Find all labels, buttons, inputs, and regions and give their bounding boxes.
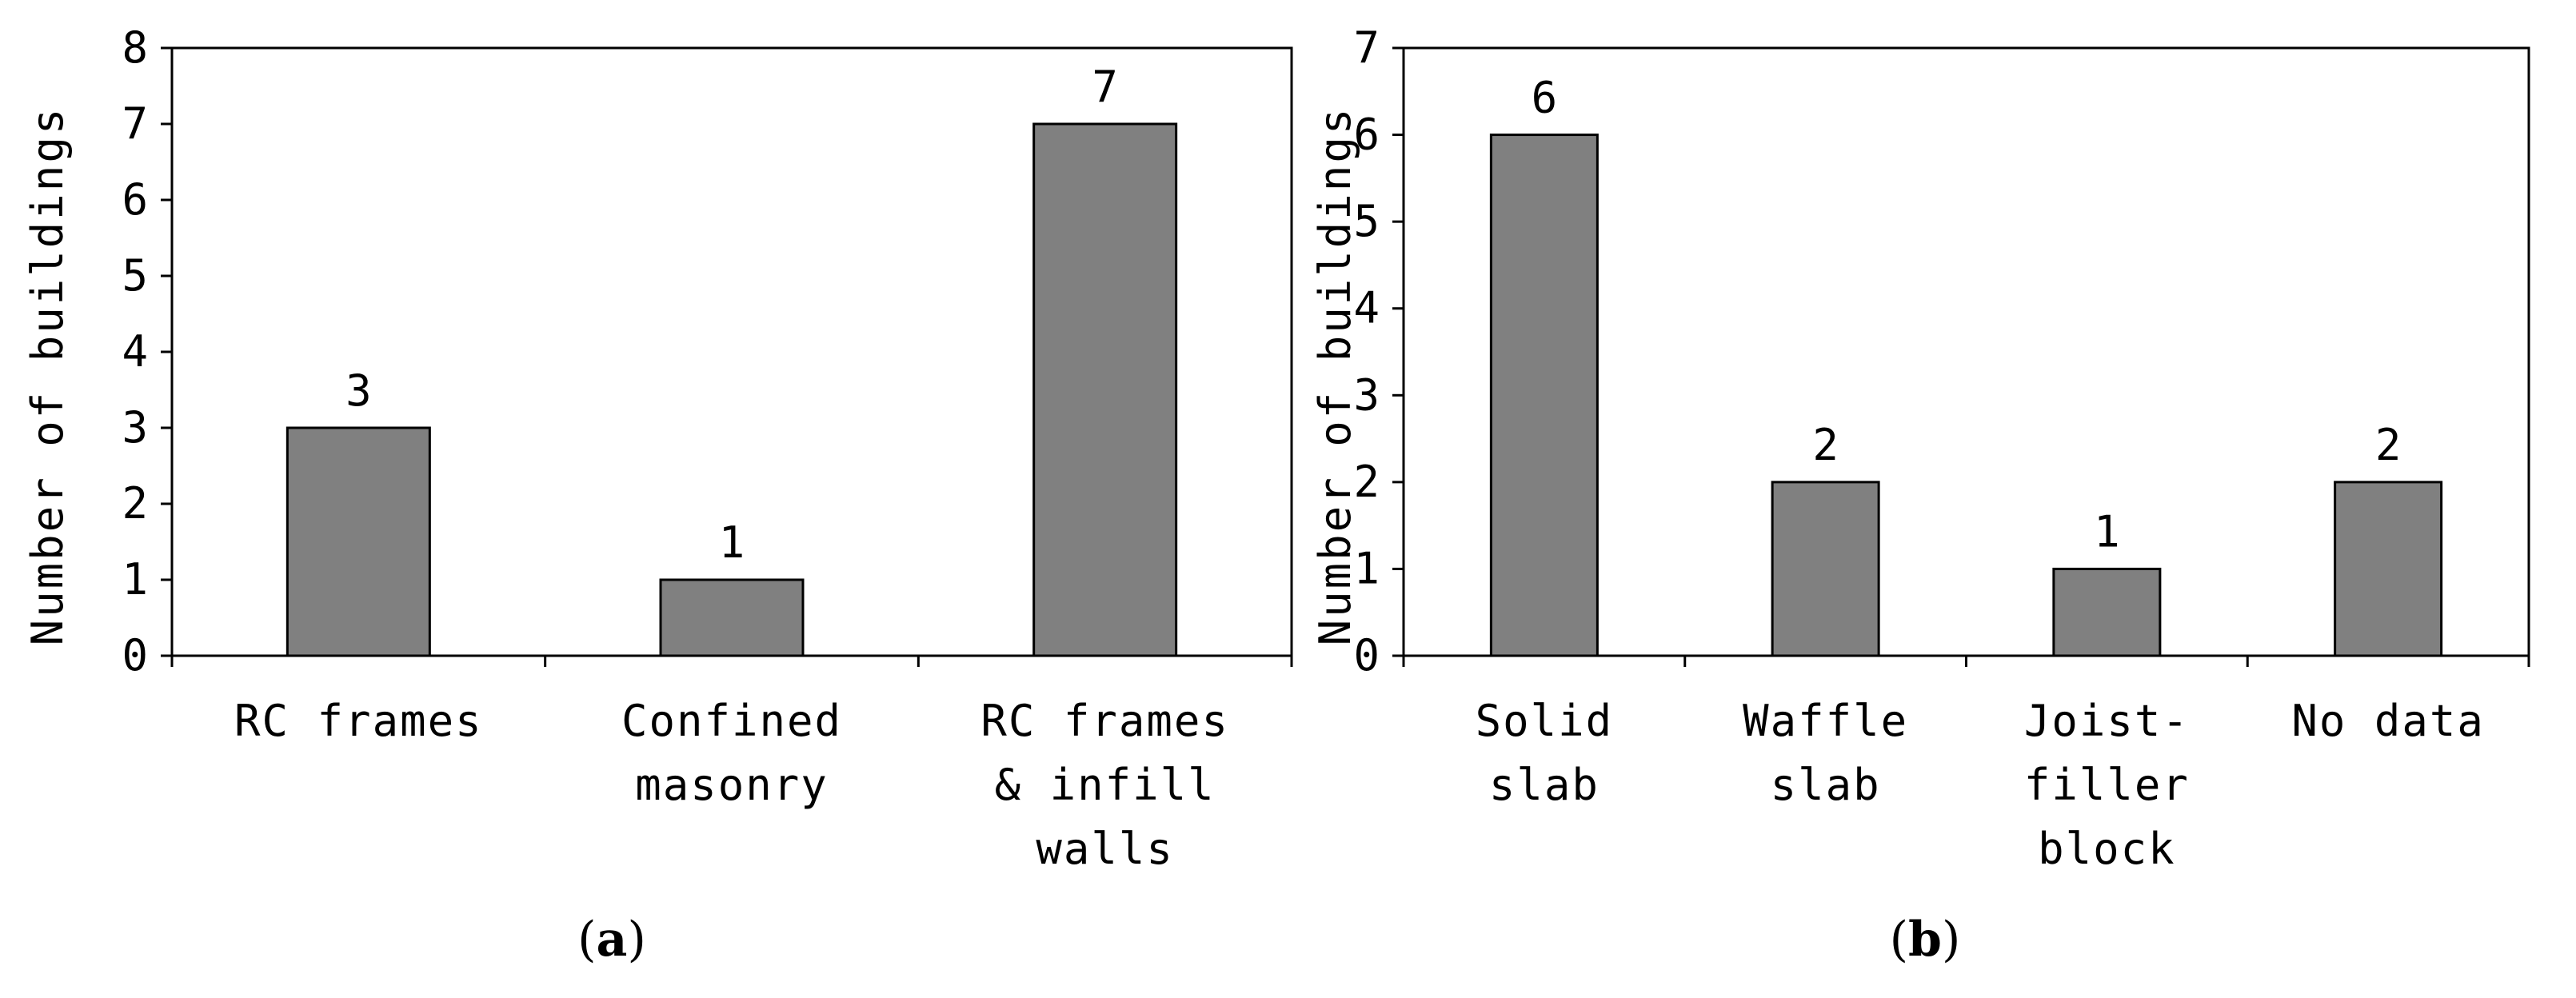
bar [659, 578, 805, 657]
data-label: 1 [719, 517, 745, 568]
bar [1489, 134, 1599, 657]
x-category-label: masonry [635, 760, 829, 810]
y-tick-label: 7 [1353, 22, 1380, 73]
y-tick-label: 0 [1353, 630, 1380, 681]
x-category-label: Waffle [1743, 696, 1908, 746]
data-label: 2 [2375, 420, 2402, 470]
x-category-label: walls [1036, 824, 1174, 874]
y-tick-label: 1 [122, 554, 148, 605]
x-category-label: filler [2024, 760, 2190, 810]
y-tick-label: 4 [1353, 283, 1380, 333]
bar [286, 426, 431, 657]
x-category-label: Confined [621, 696, 842, 746]
x-category-label: Solid [1476, 696, 1614, 746]
panel-caption: (b) [1890, 912, 1961, 968]
chart-panel-a: 0 1 2 3 4 5 6 7 8 3 RC frames 1 Confined masonry 7 RC f… [22, 22, 1293, 968]
x-category-label: RC frames [980, 696, 1229, 746]
y-tick-label: 3 [122, 402, 148, 453]
bar [1771, 481, 1880, 657]
data-label: 1 [2094, 506, 2120, 557]
x-category-label: block [2038, 824, 2176, 874]
y-tick-label: 5 [1353, 196, 1380, 246]
y-axis-label: Number of buildings [1310, 106, 1360, 646]
y-axis-label: Number of buildings [22, 106, 73, 646]
x-category-label: RC frames [234, 696, 483, 746]
y-tick-label: 1 [1353, 543, 1380, 593]
y-tick-label: 6 [1353, 110, 1380, 160]
bar [1032, 122, 1178, 657]
x-category-label: slab [1489, 760, 1600, 810]
data-label: 7 [1092, 62, 1118, 112]
bar [2052, 567, 2162, 657]
x-category-label: Joist- [2024, 696, 2190, 746]
y-tick-label: 5 [122, 250, 148, 301]
data-label: 6 [1532, 73, 1558, 123]
y-tick-label: 2 [1353, 457, 1380, 507]
x-category-label: slab [1771, 760, 1881, 810]
chart-panel-b: 0 1 2 3 4 5 6 7 6 Solid slab 2 Waffle slab 1 Joist-fill… [1310, 22, 2530, 968]
y-tick-label: 8 [122, 22, 148, 73]
panel-caption: (a) [577, 912, 646, 968]
y-tick-label: 4 [122, 326, 148, 377]
y-tick-label: 6 [122, 174, 148, 225]
bar [2334, 481, 2443, 657]
y-tick-label: 2 [122, 478, 148, 529]
data-label: 2 [1812, 420, 1839, 470]
y-tick-label: 7 [122, 98, 148, 149]
x-category-label: No data [2291, 696, 2485, 746]
data-label: 3 [345, 365, 372, 416]
x-category-label: & infill [995, 760, 1216, 810]
y-tick-label: 3 [1353, 369, 1380, 420]
y-tick-label: 0 [122, 630, 148, 681]
